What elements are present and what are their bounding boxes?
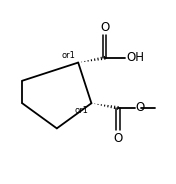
Text: or1: or1 (62, 51, 76, 60)
Text: O: O (136, 101, 145, 114)
Text: or1: or1 (75, 106, 89, 115)
Text: O: O (100, 21, 109, 34)
Text: OH: OH (126, 51, 144, 64)
Text: O: O (113, 132, 122, 145)
